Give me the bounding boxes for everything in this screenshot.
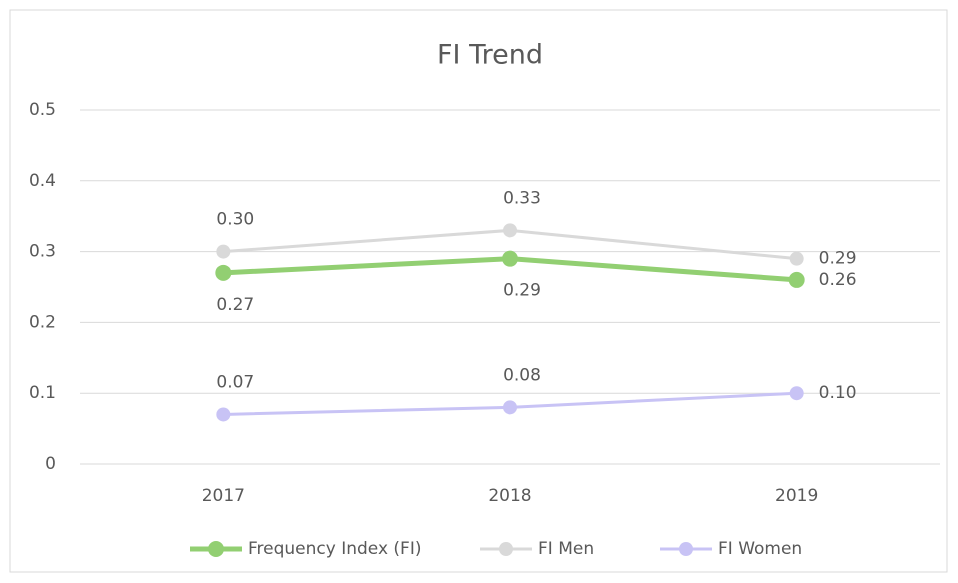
x-tick-label: 2019 [775,486,818,506]
y-tick-label: 0.4 [29,171,56,191]
data-label: 0.29 [819,249,857,269]
legend-label: Frequency Index (FI) [248,539,422,559]
point [215,264,232,281]
data-label: 0.26 [819,270,857,290]
x-tick-label: 2017 [202,486,245,506]
point [788,271,805,288]
data-label: 0.33 [503,188,541,208]
point [503,223,517,238]
data-label: 0.29 [503,281,541,301]
y-tick-label: 0.3 [29,242,56,262]
y-tick-label: 0.5 [29,100,56,120]
data-label: 0.27 [216,295,254,315]
x-tick-label: 2018 [488,486,531,506]
legend-marker [499,542,513,556]
data-label: 0.10 [819,383,857,403]
y-tick-label: 0.1 [29,383,56,403]
data-label: 0.08 [503,365,541,385]
legend-label: FI Men [538,539,594,559]
point [216,407,231,422]
chart-title: FI Trend [437,40,543,71]
y-tick-label: 0 [45,454,56,474]
data-label: 0.30 [216,210,254,230]
data-label: 0.07 [216,372,254,392]
legend-marker [679,542,693,556]
chart-frame [9,9,948,573]
point [789,251,804,266]
legend-label: FI Women [718,539,802,559]
point [502,250,518,267]
point [503,400,517,415]
point [789,386,804,401]
legend-marker [208,541,224,557]
y-tick-label: 0.2 [29,312,56,332]
point [216,244,231,259]
